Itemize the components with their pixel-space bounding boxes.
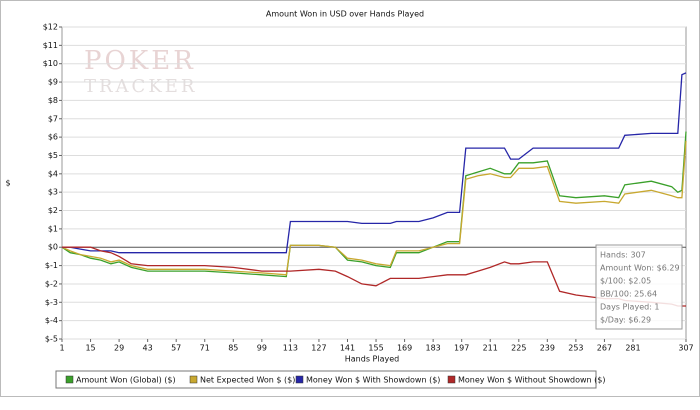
y-tick-label: $-5: [45, 335, 58, 344]
y-tick-label: $7: [48, 114, 58, 123]
x-tick-label: 307: [678, 344, 693, 353]
x-tick-label: 239: [540, 344, 555, 353]
x-tick-label: 15: [85, 344, 95, 353]
watermark: POKER: [84, 46, 196, 76]
y-tick-label: $6: [48, 133, 58, 142]
plot-area: [61, 26, 687, 340]
y-tick-label: $5: [48, 151, 58, 160]
x-axis-label: Hands Played: [345, 355, 399, 364]
y-axis-label: $: [5, 179, 10, 188]
x-tick-label: 71: [200, 344, 210, 353]
y-tick-label: $-3: [45, 298, 58, 307]
legend-label: Money Won $ Without Showdown ($): [458, 376, 606, 385]
tooltip-box: [595, 244, 683, 330]
x-tick-label: 267: [597, 344, 612, 353]
y-tick-label: $-4: [45, 316, 58, 325]
tooltip-line: Days Played: 1: [600, 303, 660, 312]
y-tick-label: $2: [48, 206, 58, 215]
y-tick-label: $-2: [45, 279, 58, 288]
series-line: [62, 72, 687, 254]
tooltip-line: $/100: $2.05: [600, 277, 651, 286]
x-tick-label: 197: [454, 344, 469, 353]
x-tick-label: 169: [397, 344, 412, 353]
tooltip-line: Hands: 307: [600, 251, 646, 260]
x-tick-label: 99: [257, 344, 267, 353]
watermark: TRACKER: [84, 76, 197, 97]
x-tick-label: 127: [311, 344, 326, 353]
legend-label: Money Won $ With Showdown ($): [306, 376, 440, 385]
y-tick-label: $11: [43, 41, 58, 50]
x-tick-label: 155: [368, 344, 383, 353]
series-line: [61, 140, 687, 276]
legend-swatch: [65, 375, 74, 384]
x-tick-label: 183: [425, 344, 440, 353]
x-tick-label: 85: [228, 344, 238, 353]
y-tick-label: $-1: [45, 261, 58, 270]
y-tick-label: $9: [48, 78, 58, 87]
x-tick-label: 57: [171, 344, 181, 353]
x-tick-label: 43: [143, 344, 153, 353]
y-tick-label: $8: [48, 96, 58, 105]
tooltip-line: BB/100: 25.64: [600, 290, 657, 299]
tooltip-line: $/Day: $6.29: [600, 316, 651, 325]
x-tick-label: 211: [483, 344, 498, 353]
legend-swatch: [189, 375, 198, 384]
legend: [55, 370, 597, 389]
x-tick-label: 1: [59, 344, 64, 353]
x-tick-label: 281: [625, 344, 640, 353]
x-tick-label: 253: [568, 344, 583, 353]
y-tick-label: $12: [43, 23, 58, 32]
legend-label: Amount Won (Global) ($): [76, 376, 176, 385]
x-tick-label: 141: [340, 344, 355, 353]
x-tick-label: 225: [511, 344, 526, 353]
y-tick-label: $0: [48, 243, 58, 252]
legend-label: Net Expected Won $ ($): [200, 376, 295, 385]
chart-title: Amount Won in USD over Hands Played: [266, 10, 424, 19]
series-line: [61, 131, 687, 278]
legend-swatch: [447, 375, 456, 384]
y-tick-label: $1: [48, 224, 58, 233]
x-tick-label: 113: [283, 344, 298, 353]
y-tick-label: $3: [48, 188, 58, 197]
legend-swatch: [295, 375, 304, 384]
tooltip-line: Amount Won: $6.29: [600, 264, 680, 273]
y-tick-label: $10: [43, 59, 58, 68]
y-tick-label: $4: [48, 169, 58, 178]
x-tick-label: 29: [114, 344, 124, 353]
